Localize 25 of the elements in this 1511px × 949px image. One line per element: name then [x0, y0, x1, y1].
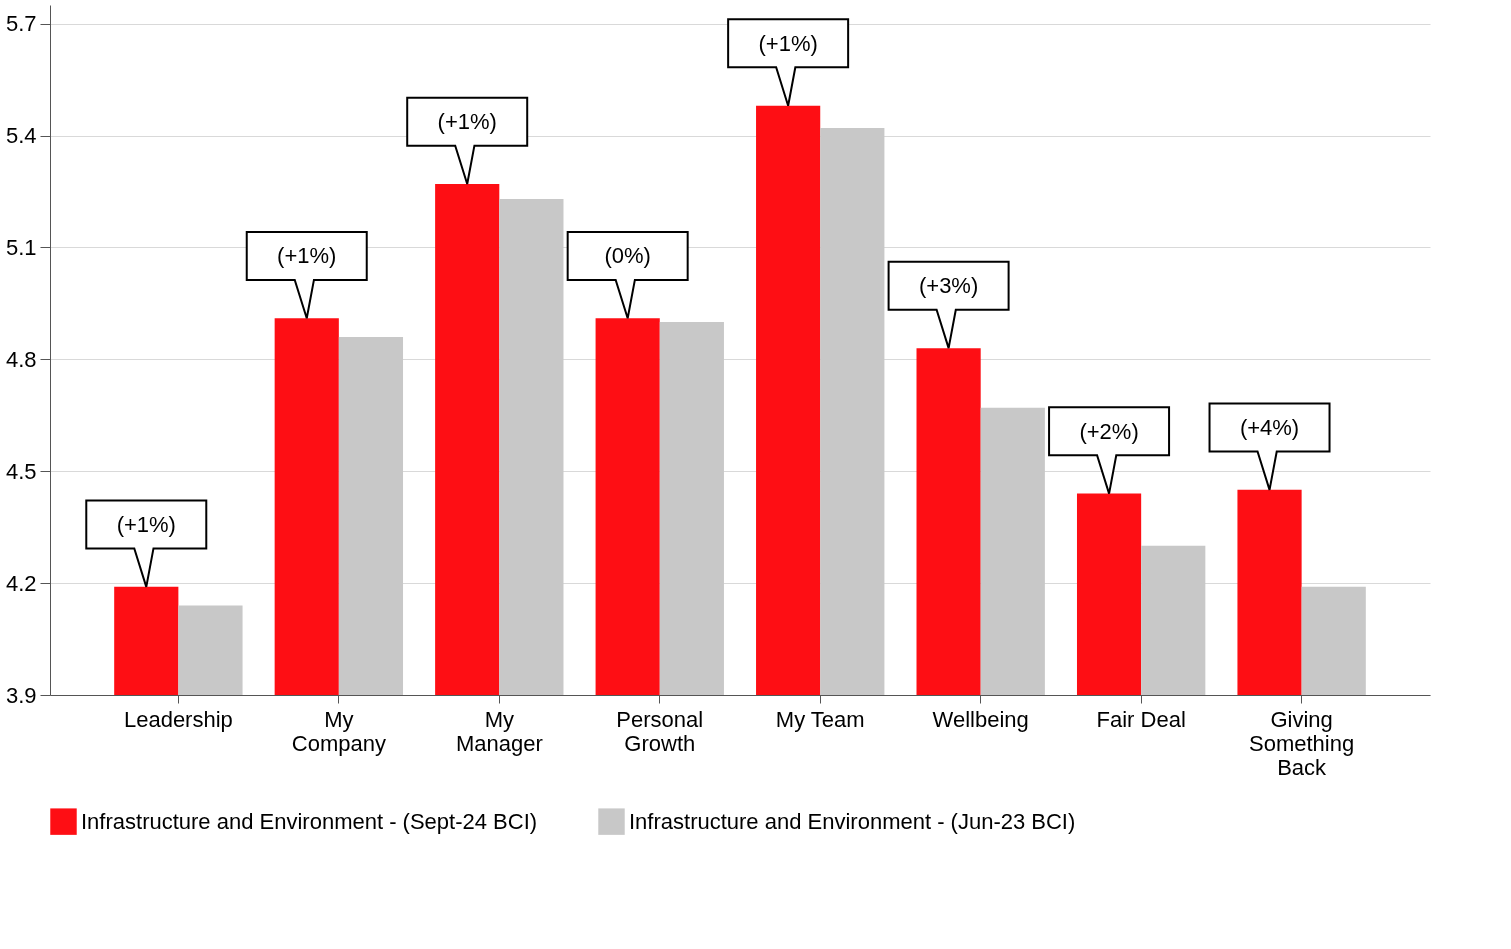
x-tick-label: Leadership	[123, 706, 233, 732]
x-tick-label: My Team	[775, 706, 865, 732]
legend-label: Infrastructure and Environment - (Jun-23 BCI)	[629, 808, 1076, 834]
x-tick-label: Fair Deal	[1096, 706, 1186, 732]
y-tick-label: 3.9	[5, 682, 37, 708]
y-tick-label: 4.8	[5, 346, 37, 372]
y-tick-label: 5.1	[5, 234, 37, 260]
annotation: (+1%)	[116, 511, 176, 537]
annotation: (+1%)	[277, 243, 337, 269]
y-tick-label: 5.4	[5, 123, 37, 149]
x-tick-label: Giving Something Back	[1249, 706, 1355, 780]
annotation: (+2%)	[1079, 418, 1139, 444]
y-tick-label: 4.5	[5, 458, 37, 484]
annotation: (+1%)	[758, 30, 818, 56]
annotation: (+3%)	[918, 273, 979, 299]
annotation: (+4%)	[1239, 414, 1300, 440]
x-tick-label: My Manager	[455, 706, 543, 756]
y-tick-label: 4.2	[5, 570, 37, 596]
x-tick-label: My Company	[291, 706, 386, 756]
legend-label: Infrastructure and Environment - (Sept-24 BCI)	[81, 808, 538, 834]
annotation: (0%)	[604, 243, 651, 269]
annotation: (+1%)	[437, 109, 497, 135]
y-tick-label: 5.7	[5, 11, 37, 37]
x-tick-label: Wellbeing	[932, 706, 1029, 732]
x-tick-label: Personal Growth	[616, 706, 704, 756]
